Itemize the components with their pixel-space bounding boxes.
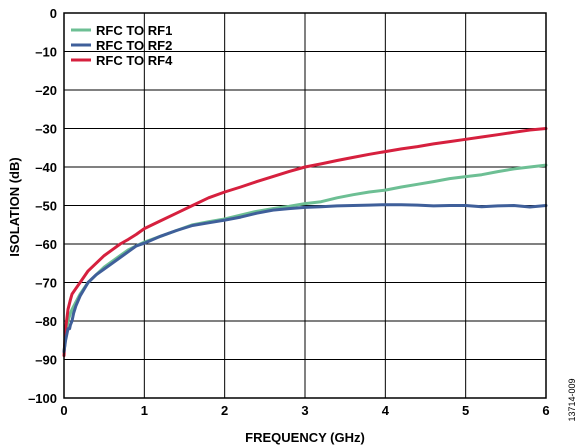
legend-label: RFC TO RF1 (96, 23, 172, 38)
x-tick-label: 3 (301, 403, 308, 418)
legend-label: RFC TO RF2 (96, 38, 172, 53)
y-tick-label: 0 (50, 6, 57, 21)
y-tick-label: –30 (35, 122, 57, 137)
series-line (62, 127, 548, 358)
figure-number-note: 13714-009 (567, 378, 577, 421)
y-tick-label: –80 (35, 314, 57, 329)
x-axis-title: FREQUENCY (GHz) (245, 430, 365, 445)
x-tick-label: 6 (542, 403, 549, 418)
x-tick-label: 0 (60, 403, 67, 418)
y-tick-labels: 0 –10 –20 –30 –40 –50 –60 –70 –80 –90 –100 (28, 6, 57, 406)
x-tick-label: 1 (141, 403, 148, 418)
y-tick-label: –70 (35, 276, 57, 291)
y-tick-label: –50 (35, 199, 57, 214)
x-tick-label: 4 (382, 403, 390, 418)
x-tick-labels: 0 1 2 3 4 5 6 (60, 403, 549, 418)
series-lines (62, 127, 548, 358)
y-axis-title: ISOLATION (dB) (7, 157, 22, 256)
x-tick-label: 2 (221, 403, 228, 418)
y-tick-label: –20 (35, 83, 57, 98)
plot-frame (63, 12, 547, 399)
y-tick-label: –90 (35, 353, 57, 368)
y-tick-label: –10 (35, 45, 57, 60)
series-line (62, 203, 548, 354)
legend-label: RFC TO RF4 (96, 53, 173, 68)
y-tick-label: –40 (35, 160, 57, 175)
y-tick-label: –60 (35, 237, 57, 252)
x-tick-label: 5 (462, 403, 469, 418)
y-tick-label: –100 (28, 391, 57, 406)
